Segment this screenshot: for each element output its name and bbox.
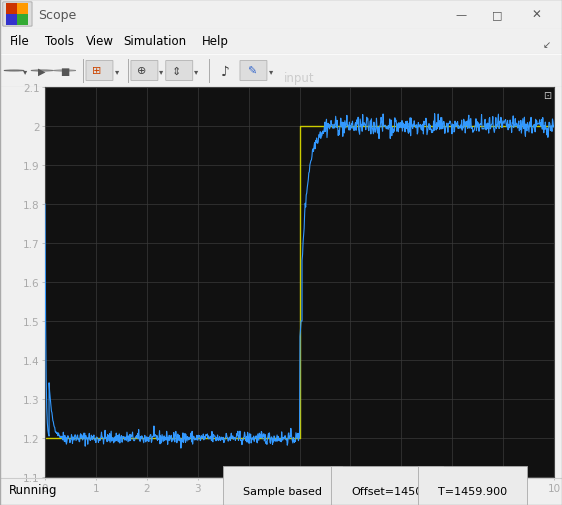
Bar xyxy=(17,15,28,26)
Text: Help: Help xyxy=(202,35,229,47)
Text: File: File xyxy=(10,35,30,47)
Text: ✎: ✎ xyxy=(247,66,256,76)
FancyBboxPatch shape xyxy=(240,61,267,81)
Text: ▾: ▾ xyxy=(115,67,119,76)
Text: □: □ xyxy=(492,10,502,20)
Text: ▾: ▾ xyxy=(22,67,27,76)
Text: Tools: Tools xyxy=(45,35,74,47)
Text: ♪: ♪ xyxy=(220,64,229,78)
FancyBboxPatch shape xyxy=(166,61,193,81)
Text: ▾: ▾ xyxy=(269,67,273,76)
Text: Sample based: Sample based xyxy=(243,486,323,496)
Text: ⊡: ⊡ xyxy=(543,90,551,100)
Title: input: input xyxy=(284,72,315,85)
Text: ▾: ▾ xyxy=(194,67,198,76)
Text: —: — xyxy=(455,10,466,20)
Text: ⇕: ⇕ xyxy=(172,66,181,76)
Text: ⊕: ⊕ xyxy=(137,66,146,76)
Text: Running: Running xyxy=(8,483,57,496)
Text: ▶: ▶ xyxy=(38,66,46,76)
Bar xyxy=(6,4,17,15)
Text: ✕: ✕ xyxy=(532,9,542,21)
Text: Simulation: Simulation xyxy=(124,35,187,47)
Text: View: View xyxy=(85,35,114,47)
Text: ▾: ▾ xyxy=(159,67,164,76)
Text: ⊞: ⊞ xyxy=(92,66,101,76)
Text: Offset=1450: Offset=1450 xyxy=(351,486,423,496)
Circle shape xyxy=(4,71,24,72)
Bar xyxy=(6,15,17,26)
Text: T=1459.900: T=1459.900 xyxy=(438,486,507,496)
Bar xyxy=(17,4,28,15)
Circle shape xyxy=(31,71,53,72)
FancyBboxPatch shape xyxy=(3,3,32,27)
Text: ↙: ↙ xyxy=(543,40,551,50)
FancyBboxPatch shape xyxy=(86,61,113,81)
FancyBboxPatch shape xyxy=(131,61,158,81)
Text: Scope: Scope xyxy=(38,9,76,21)
Text: ■: ■ xyxy=(60,66,69,76)
Circle shape xyxy=(53,71,76,72)
